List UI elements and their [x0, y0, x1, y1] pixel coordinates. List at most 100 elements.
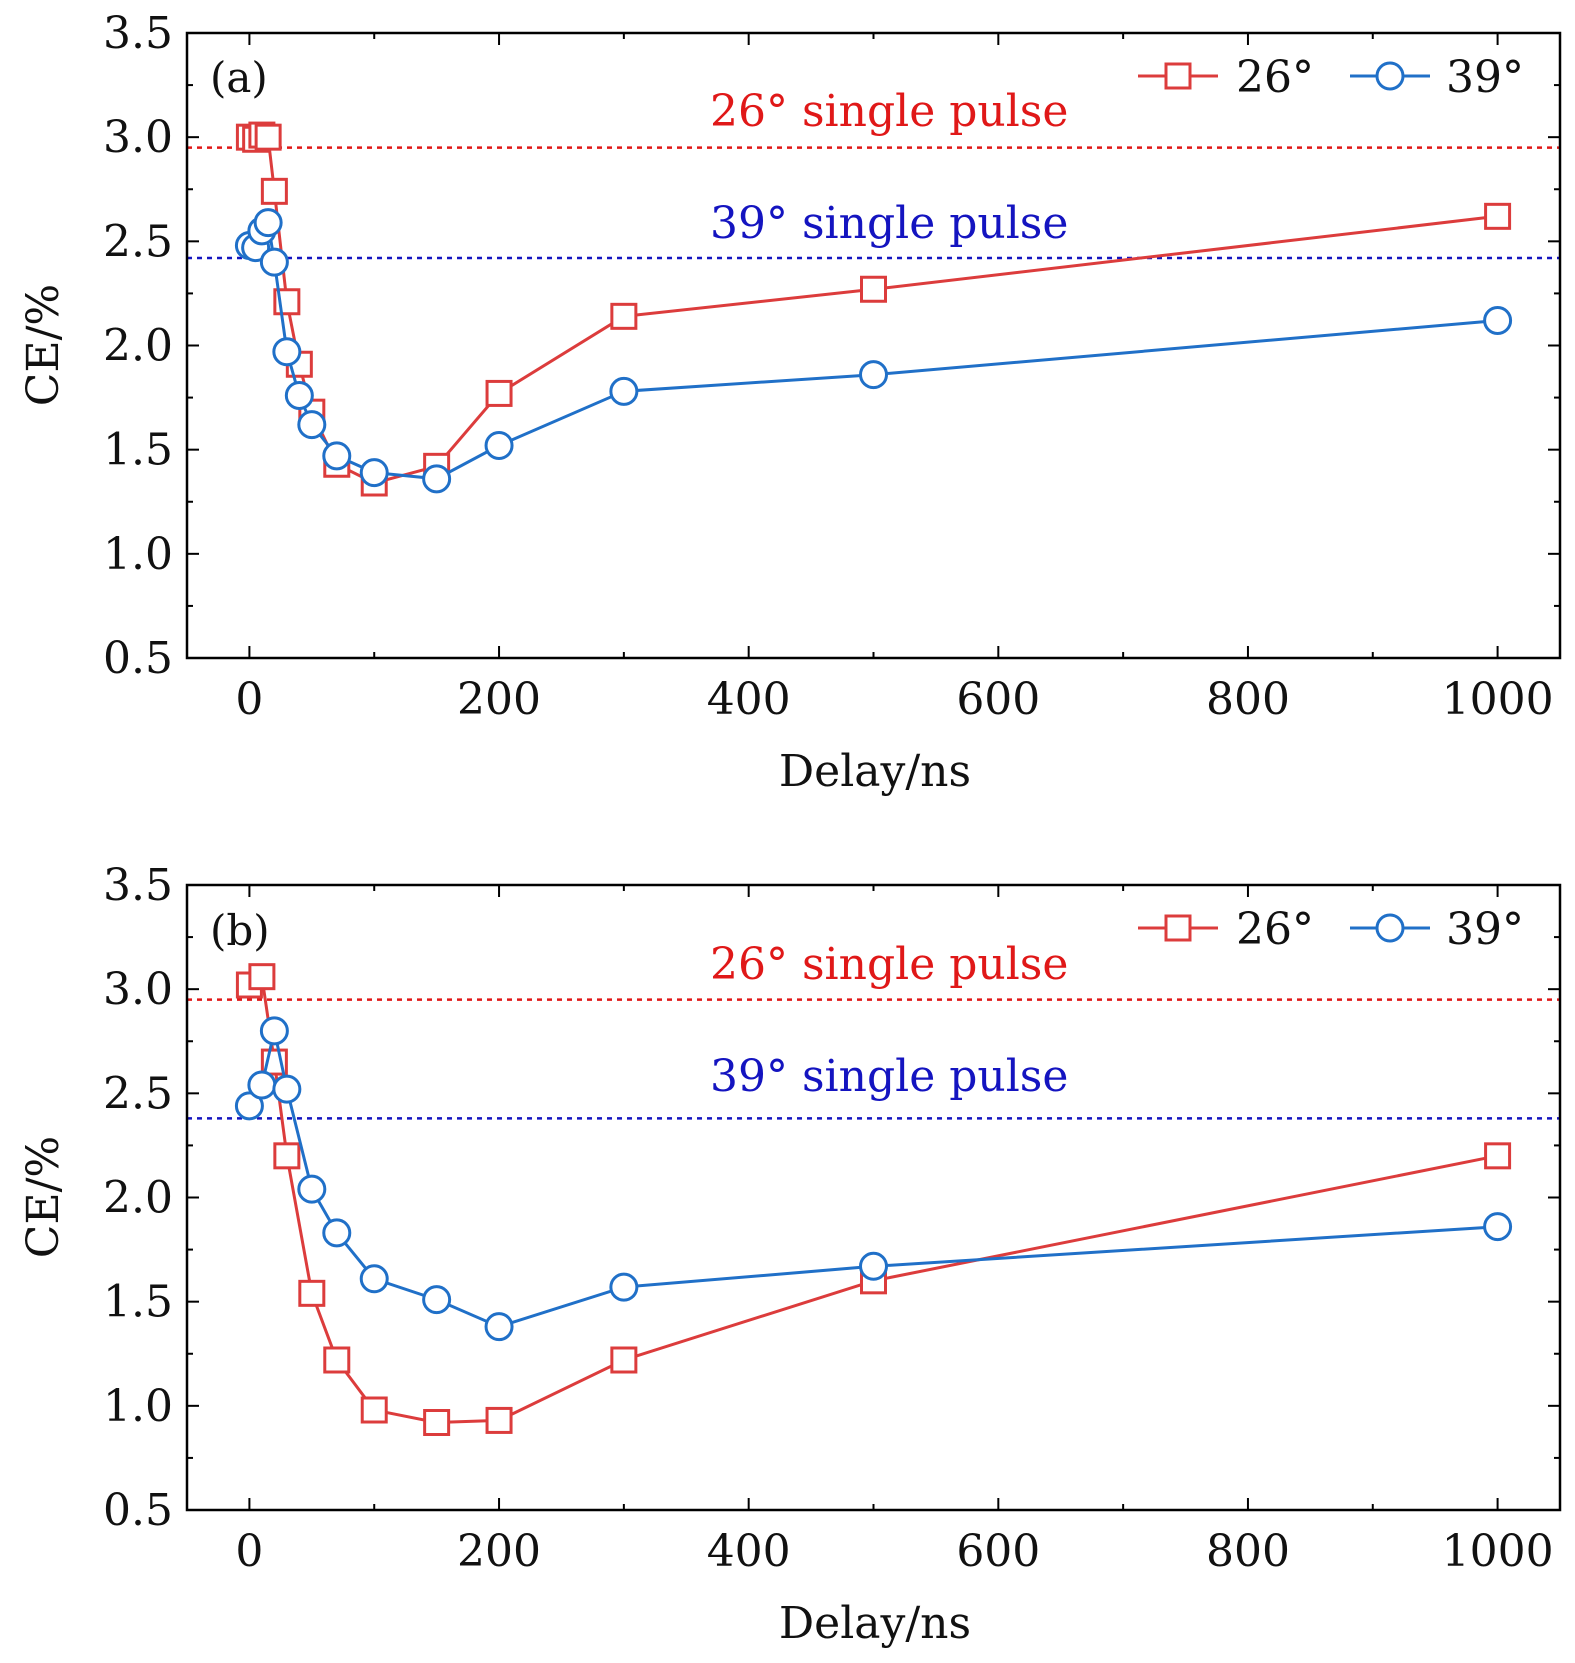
data-point-square — [323, 1346, 351, 1374]
legend-26-marker — [1164, 62, 1192, 90]
x-tick-label: 800 — [1206, 674, 1290, 725]
data-point-square — [485, 379, 513, 407]
data-point-circle — [484, 431, 514, 460]
panel-a-ref-label-26: 26° single pulse — [710, 86, 1068, 137]
panel-b-ref-label-39: 39° single pulse — [710, 1051, 1068, 1102]
y-tick-label: 1.0 — [103, 1381, 173, 1432]
data-point-square — [248, 963, 276, 991]
panel-a: (a) CE/% Delay/ns 26° 39° 26° single pul… — [18, 8, 1562, 797]
data-point-circle — [609, 1272, 639, 1302]
y-tick-label: 3.5 — [103, 8, 173, 59]
data-point-circle — [259, 247, 289, 277]
x-tick-label: 200 — [457, 1526, 541, 1577]
data-point-circle — [359, 458, 389, 488]
y-tick-label: 3.0 — [103, 964, 173, 1015]
y-tick-label: 3.0 — [103, 112, 173, 163]
y-tick-label: 3.5 — [103, 860, 173, 911]
data-point-circle — [1483, 306, 1513, 335]
panel-b-y-axis-title: CE/% — [18, 1136, 69, 1258]
legend-26-marker — [1164, 914, 1192, 942]
panel-b-x-axis-title: Delay/ns — [779, 1598, 971, 1649]
x-tick-label: 200 — [457, 674, 541, 725]
x-tick-label: 1000 — [1442, 674, 1554, 725]
data-point-square — [273, 1142, 301, 1170]
data-point-circle — [253, 208, 283, 238]
y-tick-label: 0.5 — [103, 1485, 173, 1536]
y-tick-label: 1.5 — [103, 1277, 173, 1328]
y-tick-label: 2.0 — [103, 1173, 173, 1224]
x-tick-label: 600 — [956, 1526, 1040, 1577]
series-0 — [235, 121, 1512, 497]
data-point-circle — [422, 1285, 452, 1315]
panel-a-x-axis-title: Delay/ns — [779, 746, 971, 797]
panel-b: (b) CE/% Delay/ns 26° 39° 26° single pul… — [18, 860, 1562, 1649]
series-line — [248, 218, 1498, 481]
data-point-circle — [484, 1312, 514, 1342]
series-line — [248, 133, 1498, 485]
data-point-circle — [859, 360, 888, 390]
panel-a-y-axis-title: CE/% — [18, 284, 69, 406]
x-tick-label: 1000 — [1442, 1526, 1554, 1577]
data-point-circle — [297, 410, 327, 440]
panel-b-label: (b) — [210, 906, 270, 955]
data-point-square — [298, 1279, 326, 1307]
data-point-circle — [284, 381, 314, 410]
legend-26-label: 26° — [1236, 904, 1314, 955]
data-point-circle — [322, 441, 352, 471]
y-tick-label: 0.5 — [103, 633, 173, 684]
y-axis: 0.5 1.0 1.5 2.0 2.5 3.0 3.5 — [103, 860, 1560, 1536]
data-point-circle — [247, 1070, 277, 1100]
legend-39-marker — [1375, 61, 1405, 91]
data-point-square — [610, 1346, 638, 1374]
x-axis: 0 200 400 600 800 1000 — [235, 885, 1554, 1577]
series-line — [248, 974, 1498, 1425]
data-point-square — [423, 1409, 451, 1436]
data-point-square — [254, 123, 282, 151]
data-point-circle — [234, 1091, 264, 1121]
data-point-circle — [359, 1264, 389, 1294]
y-tick-label: 1.0 — [103, 529, 173, 580]
data-point-circle — [1483, 1212, 1513, 1242]
y-tick-label: 2.5 — [103, 216, 173, 267]
legend-39-label: 39° — [1446, 52, 1524, 103]
reference-lines — [187, 998, 1560, 1120]
data-point-square — [610, 302, 638, 330]
data-point-circle — [272, 1074, 302, 1104]
x-tick-label: 600 — [956, 674, 1040, 725]
panel-b-ref-label-26: 26° single pulse — [710, 939, 1068, 990]
series-0 — [235, 963, 1512, 1436]
series-1 — [234, 208, 1513, 494]
x-tick-label: 0 — [235, 674, 263, 725]
data-point-circle — [609, 376, 639, 406]
data-point-square — [860, 275, 887, 303]
data-point-circle — [422, 464, 452, 494]
series-1 — [234, 1016, 1513, 1342]
panel-b-legend: 26° 39° — [1138, 904, 1524, 955]
data-point-circle — [259, 1016, 289, 1046]
data-point-square — [260, 177, 288, 205]
y-tick-label: 2.0 — [103, 321, 173, 372]
data-point-square — [1484, 202, 1512, 230]
y-axis: 0.5 1.0 1.5 2.0 2.5 3.0 3.5 — [103, 8, 1560, 684]
x-tick-label: 0 — [235, 1526, 263, 1577]
data-point-square — [485, 1406, 513, 1434]
legend-26-label: 26° — [1236, 52, 1314, 103]
y-tick-label: 2.5 — [103, 1068, 173, 1119]
data-point-circle — [322, 1218, 352, 1248]
data-point-circle — [297, 1174, 327, 1204]
x-tick-label: 400 — [707, 1526, 791, 1577]
panel-a-label: (a) — [210, 53, 268, 102]
y-tick-label: 1.5 — [103, 425, 173, 476]
data-point-circle — [859, 1251, 888, 1281]
legend-39-marker — [1375, 913, 1405, 943]
legend-39-label: 39° — [1446, 904, 1524, 955]
reference-lines — [187, 146, 1560, 260]
data-point-circle — [272, 337, 302, 367]
panel-a-ref-label-39: 39° single pulse — [710, 198, 1068, 249]
x-tick-label: 400 — [707, 674, 791, 725]
data-point-square — [360, 1396, 388, 1424]
panel-a-legend: 26° 39° — [1138, 52, 1524, 103]
x-tick-label: 800 — [1206, 1526, 1290, 1577]
data-point-square — [1484, 1142, 1512, 1170]
